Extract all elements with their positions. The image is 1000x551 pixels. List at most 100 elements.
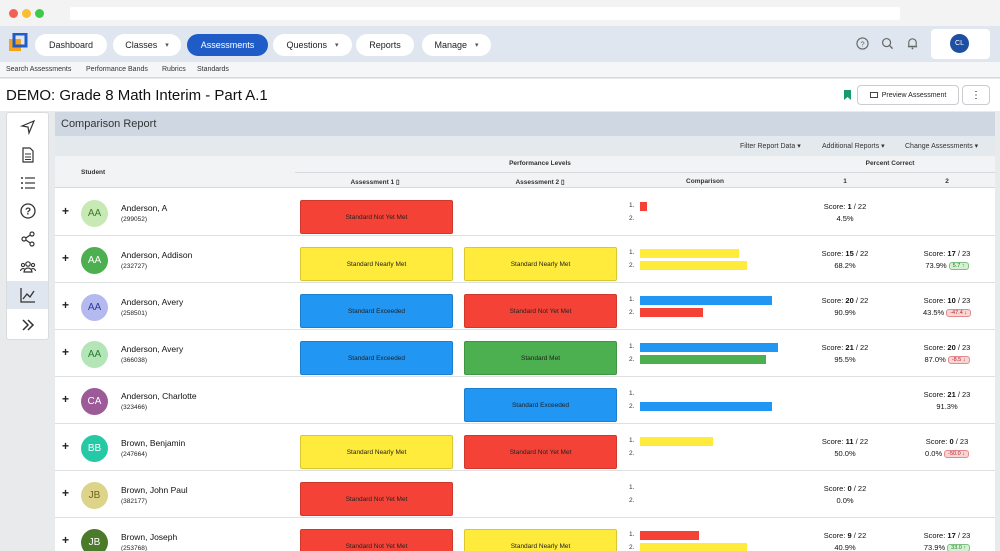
table-row: + AA Anderson, Addison (232727) Standard Nea… (55, 236, 995, 283)
comparison-bar-2 (640, 308, 703, 317)
svg-text:?: ? (860, 39, 864, 48)
nav-reports-button[interactable]: Reports (356, 34, 414, 56)
assessment-2-level: Standard Nearly Met (464, 529, 617, 551)
student-avatar: AA (81, 294, 108, 321)
comparison-bar-2 (640, 355, 766, 364)
percent-change-badge: -8.5 ↓ (947, 356, 970, 364)
nav-classes-button[interactable]: Classes ▾ (113, 34, 181, 56)
student-name[interactable]: Anderson, Avery (121, 344, 184, 354)
additional-reports-menu[interactable]: Additional Reports ▾ (822, 143, 885, 150)
rail-navigate[interactable] (7, 113, 48, 141)
user-avatar[interactable]: CL (950, 34, 969, 53)
nav-dashboard-button[interactable]: Dashboard (35, 34, 107, 56)
sub-navigation: Search Assessments Performance Bands Rub… (0, 62, 1000, 78)
browser-chrome (0, 0, 1000, 26)
student-id: (258501) (121, 310, 148, 317)
assessment-1-level: Standard Not Yet Met (300, 529, 453, 551)
student-name[interactable]: Brown, John Paul (121, 485, 188, 495)
student-name[interactable]: Brown, Joseph (121, 532, 178, 542)
navigation-arrow-icon (19, 119, 35, 135)
expand-row-icon[interactable]: + (62, 486, 70, 500)
more-options-button[interactable]: ⋮ (962, 85, 990, 105)
table-row: + CA Anderson, Charlotte (323466) Standard E… (55, 377, 995, 424)
expand-row-icon[interactable]: + (62, 345, 70, 359)
assessment-2-level: Standard Nearly Met (464, 247, 617, 281)
subnav-rubrics[interactable]: Rubrics (162, 66, 186, 73)
chevron-down-icon: ▾ (165, 42, 169, 49)
header-student[interactable]: Student (81, 169, 106, 176)
report-toolbar: Filter Report Data ▾ Additional Reports … (55, 136, 995, 156)
expand-row-icon[interactable]: + (62, 298, 70, 312)
rail-reports[interactable] (7, 281, 48, 309)
comparison-bar-1 (640, 343, 778, 352)
student-name[interactable]: Anderson, A (121, 203, 168, 213)
percent-1: 95.5% (834, 355, 856, 364)
student-name[interactable]: Anderson, Avery (121, 297, 184, 307)
subnav-standards[interactable]: Standards (197, 66, 229, 73)
student-name[interactable]: Anderson, Charlotte (121, 391, 197, 401)
nav-label: Assessments (200, 40, 255, 50)
rail-list[interactable] (7, 169, 48, 197)
bell-icon[interactable] (905, 36, 919, 50)
filter-report-data-menu[interactable]: Filter Report Data ▾ (740, 143, 801, 150)
expand-row-icon[interactable]: + (62, 392, 70, 406)
preview-assessment-button[interactable]: Preview Assessment (857, 85, 959, 105)
comparison-report-panel: Comparison Report Filter Report Data ▾ A… (55, 112, 995, 551)
assessment-1-level: Standard Nearly Met (300, 247, 453, 281)
close-window-icon[interactable] (9, 9, 18, 18)
comparison-bar-2 (640, 261, 747, 270)
rail-document[interactable] (7, 141, 48, 169)
percent-2: 73.9% 5.7 ↑ (902, 261, 992, 270)
address-bar[interactable] (70, 7, 900, 20)
assessment-2-level: Standard Exceeded (464, 388, 617, 422)
score-1: Score: 20 / 22 (821, 296, 869, 305)
comparison-label-2: 2. (629, 356, 635, 363)
search-icon[interactable] (880, 36, 894, 50)
rail-expand[interactable] (7, 311, 48, 339)
change-assessments-menu[interactable]: Change Assessments ▾ (905, 143, 979, 150)
percent-change-badge: 5.7 ↑ (948, 262, 969, 270)
student-name[interactable]: Anderson, Addison (121, 250, 193, 260)
student-id: (366038) (121, 357, 148, 364)
nav-manage-button[interactable]: Manage ▾ (422, 34, 491, 56)
nav-label: Questions (286, 40, 327, 50)
user-menu[interactable]: CL (931, 29, 990, 59)
comparison-label-2: 2. (629, 450, 635, 457)
nav-assessments-button[interactable]: Assessments (187, 34, 268, 56)
score-2: Score: 17 / 23 (923, 531, 971, 540)
rail-share[interactable] (7, 225, 48, 253)
maximize-window-icon[interactable] (35, 9, 44, 18)
bookmark-icon[interactable] (844, 90, 851, 100)
comparison-label-2: 2. (629, 497, 635, 504)
percent-2: 73.9% 33.0 ↑ (902, 543, 992, 551)
score-2: Score: 21 / 23 (923, 390, 971, 399)
rail-groups[interactable] (7, 253, 48, 281)
header-assessment-2[interactable]: Assessment 2 ▯ (515, 179, 565, 186)
score-2: Score: 10 / 23 (923, 296, 971, 305)
comparison-label-1: 1. (629, 531, 635, 538)
minimize-window-icon[interactable] (22, 9, 31, 18)
document-icon: ▯ (395, 179, 400, 186)
comparison-bar-1 (640, 437, 713, 446)
header-assessment-1[interactable]: Assessment 1 ▯ (350, 179, 400, 186)
expand-row-icon[interactable]: + (62, 251, 70, 265)
percent-2: 43.5% -47.4 ↓ (902, 308, 992, 317)
comparison-label-2: 2. (629, 403, 635, 410)
assessment-1-level: Standard Nearly Met (300, 435, 453, 469)
student-id: (253768) (121, 545, 148, 551)
app-logo-icon[interactable] (8, 33, 28, 53)
subnav-performance-bands[interactable]: Performance Bands (86, 66, 148, 73)
expand-row-icon[interactable]: + (62, 439, 70, 453)
student-id: (382177) (121, 498, 148, 505)
expand-row-icon[interactable]: + (62, 533, 70, 547)
score-1: Score: 0 / 22 (823, 484, 867, 493)
rail-questions[interactable]: ? (7, 197, 48, 225)
subnav-search-assessments[interactable]: Search Assessments (6, 66, 72, 73)
comparison-label-2: 2. (629, 309, 635, 316)
help-icon[interactable]: ? (855, 36, 869, 50)
percent-1: 50.0% (834, 449, 856, 458)
svg-text:?: ? (24, 207, 30, 218)
expand-row-icon[interactable]: + (62, 204, 70, 218)
student-name[interactable]: Brown, Benjamin (121, 438, 186, 448)
nav-questions-button[interactable]: Questions ▾ (273, 34, 352, 56)
